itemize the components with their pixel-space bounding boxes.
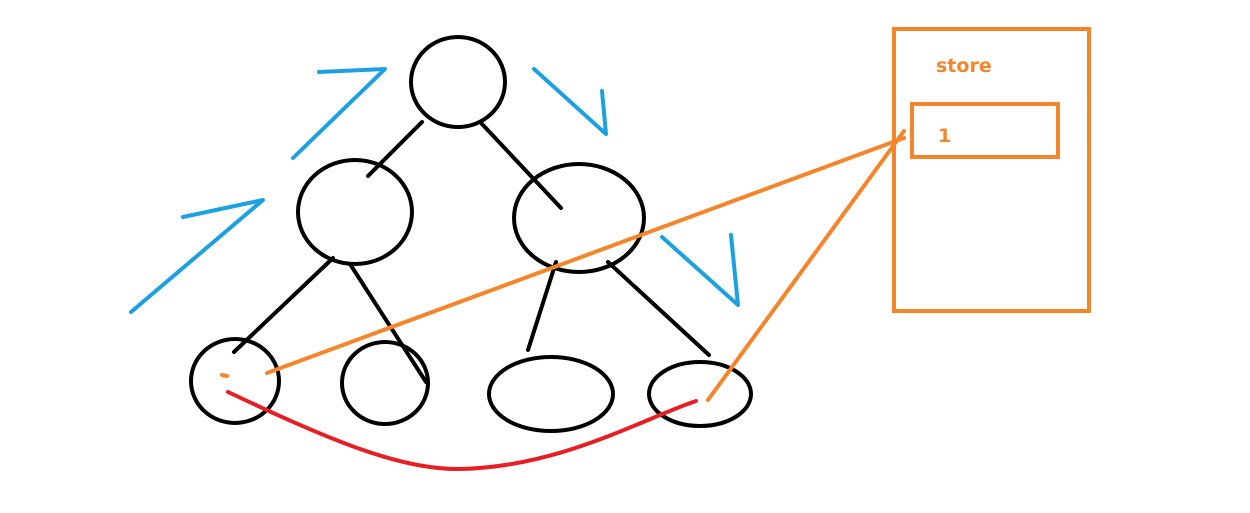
tree-nodes [189, 35, 753, 433]
left-child-node [296, 158, 414, 266]
edge-root-left [366, 120, 424, 178]
right-child-node [512, 162, 646, 274]
edge-root-right [480, 122, 563, 210]
leaf-node-2 [340, 340, 430, 426]
arrow-icon [129, 198, 265, 314]
store-box: store 1 [892, 27, 1091, 313]
store-link-from-leaf1 [265, 136, 906, 375]
leaf-node-3 [487, 355, 615, 433]
arrow-icon [291, 67, 387, 160]
traversal-arrows [129, 67, 740, 314]
arrow-icon [660, 233, 740, 307]
edge-left-leaf2 [348, 262, 428, 384]
root-node [409, 35, 507, 129]
store-links [220, 129, 906, 402]
store-title: store [936, 55, 992, 77]
store-container [892, 27, 1091, 313]
leaf-node-1 [189, 337, 281, 425]
store-link-from-leaf4 [706, 129, 906, 402]
arrow-icon [532, 67, 608, 136]
edge-left-leaf1 [232, 256, 335, 354]
leaf-node-4 [647, 360, 753, 428]
leaf1-marker [220, 373, 229, 378]
leaf-link [226, 390, 698, 472]
store-slot-value: 1 [938, 125, 951, 147]
edge-right-leaf3 [526, 260, 558, 352]
edge-right-leaf4 [606, 260, 711, 357]
store-slot [910, 102, 1060, 159]
tree-edges [232, 120, 711, 384]
